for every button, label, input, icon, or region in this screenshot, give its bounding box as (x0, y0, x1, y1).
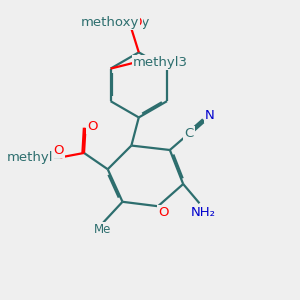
Text: Me: Me (94, 224, 111, 236)
Text: NH₂: NH₂ (190, 206, 215, 219)
Text: C: C (184, 127, 194, 140)
Text: methoxy: methoxy (92, 16, 150, 28)
Text: O: O (134, 56, 145, 69)
Text: O: O (87, 120, 97, 133)
Text: methyl3: methyl3 (133, 56, 188, 69)
Text: methoxy: methoxy (81, 16, 139, 28)
Text: O: O (131, 16, 142, 28)
Text: O: O (54, 144, 64, 158)
Text: O: O (158, 206, 169, 219)
Text: N: N (205, 109, 215, 122)
Text: O: O (130, 16, 141, 28)
Text: methyl: methyl (7, 151, 53, 164)
